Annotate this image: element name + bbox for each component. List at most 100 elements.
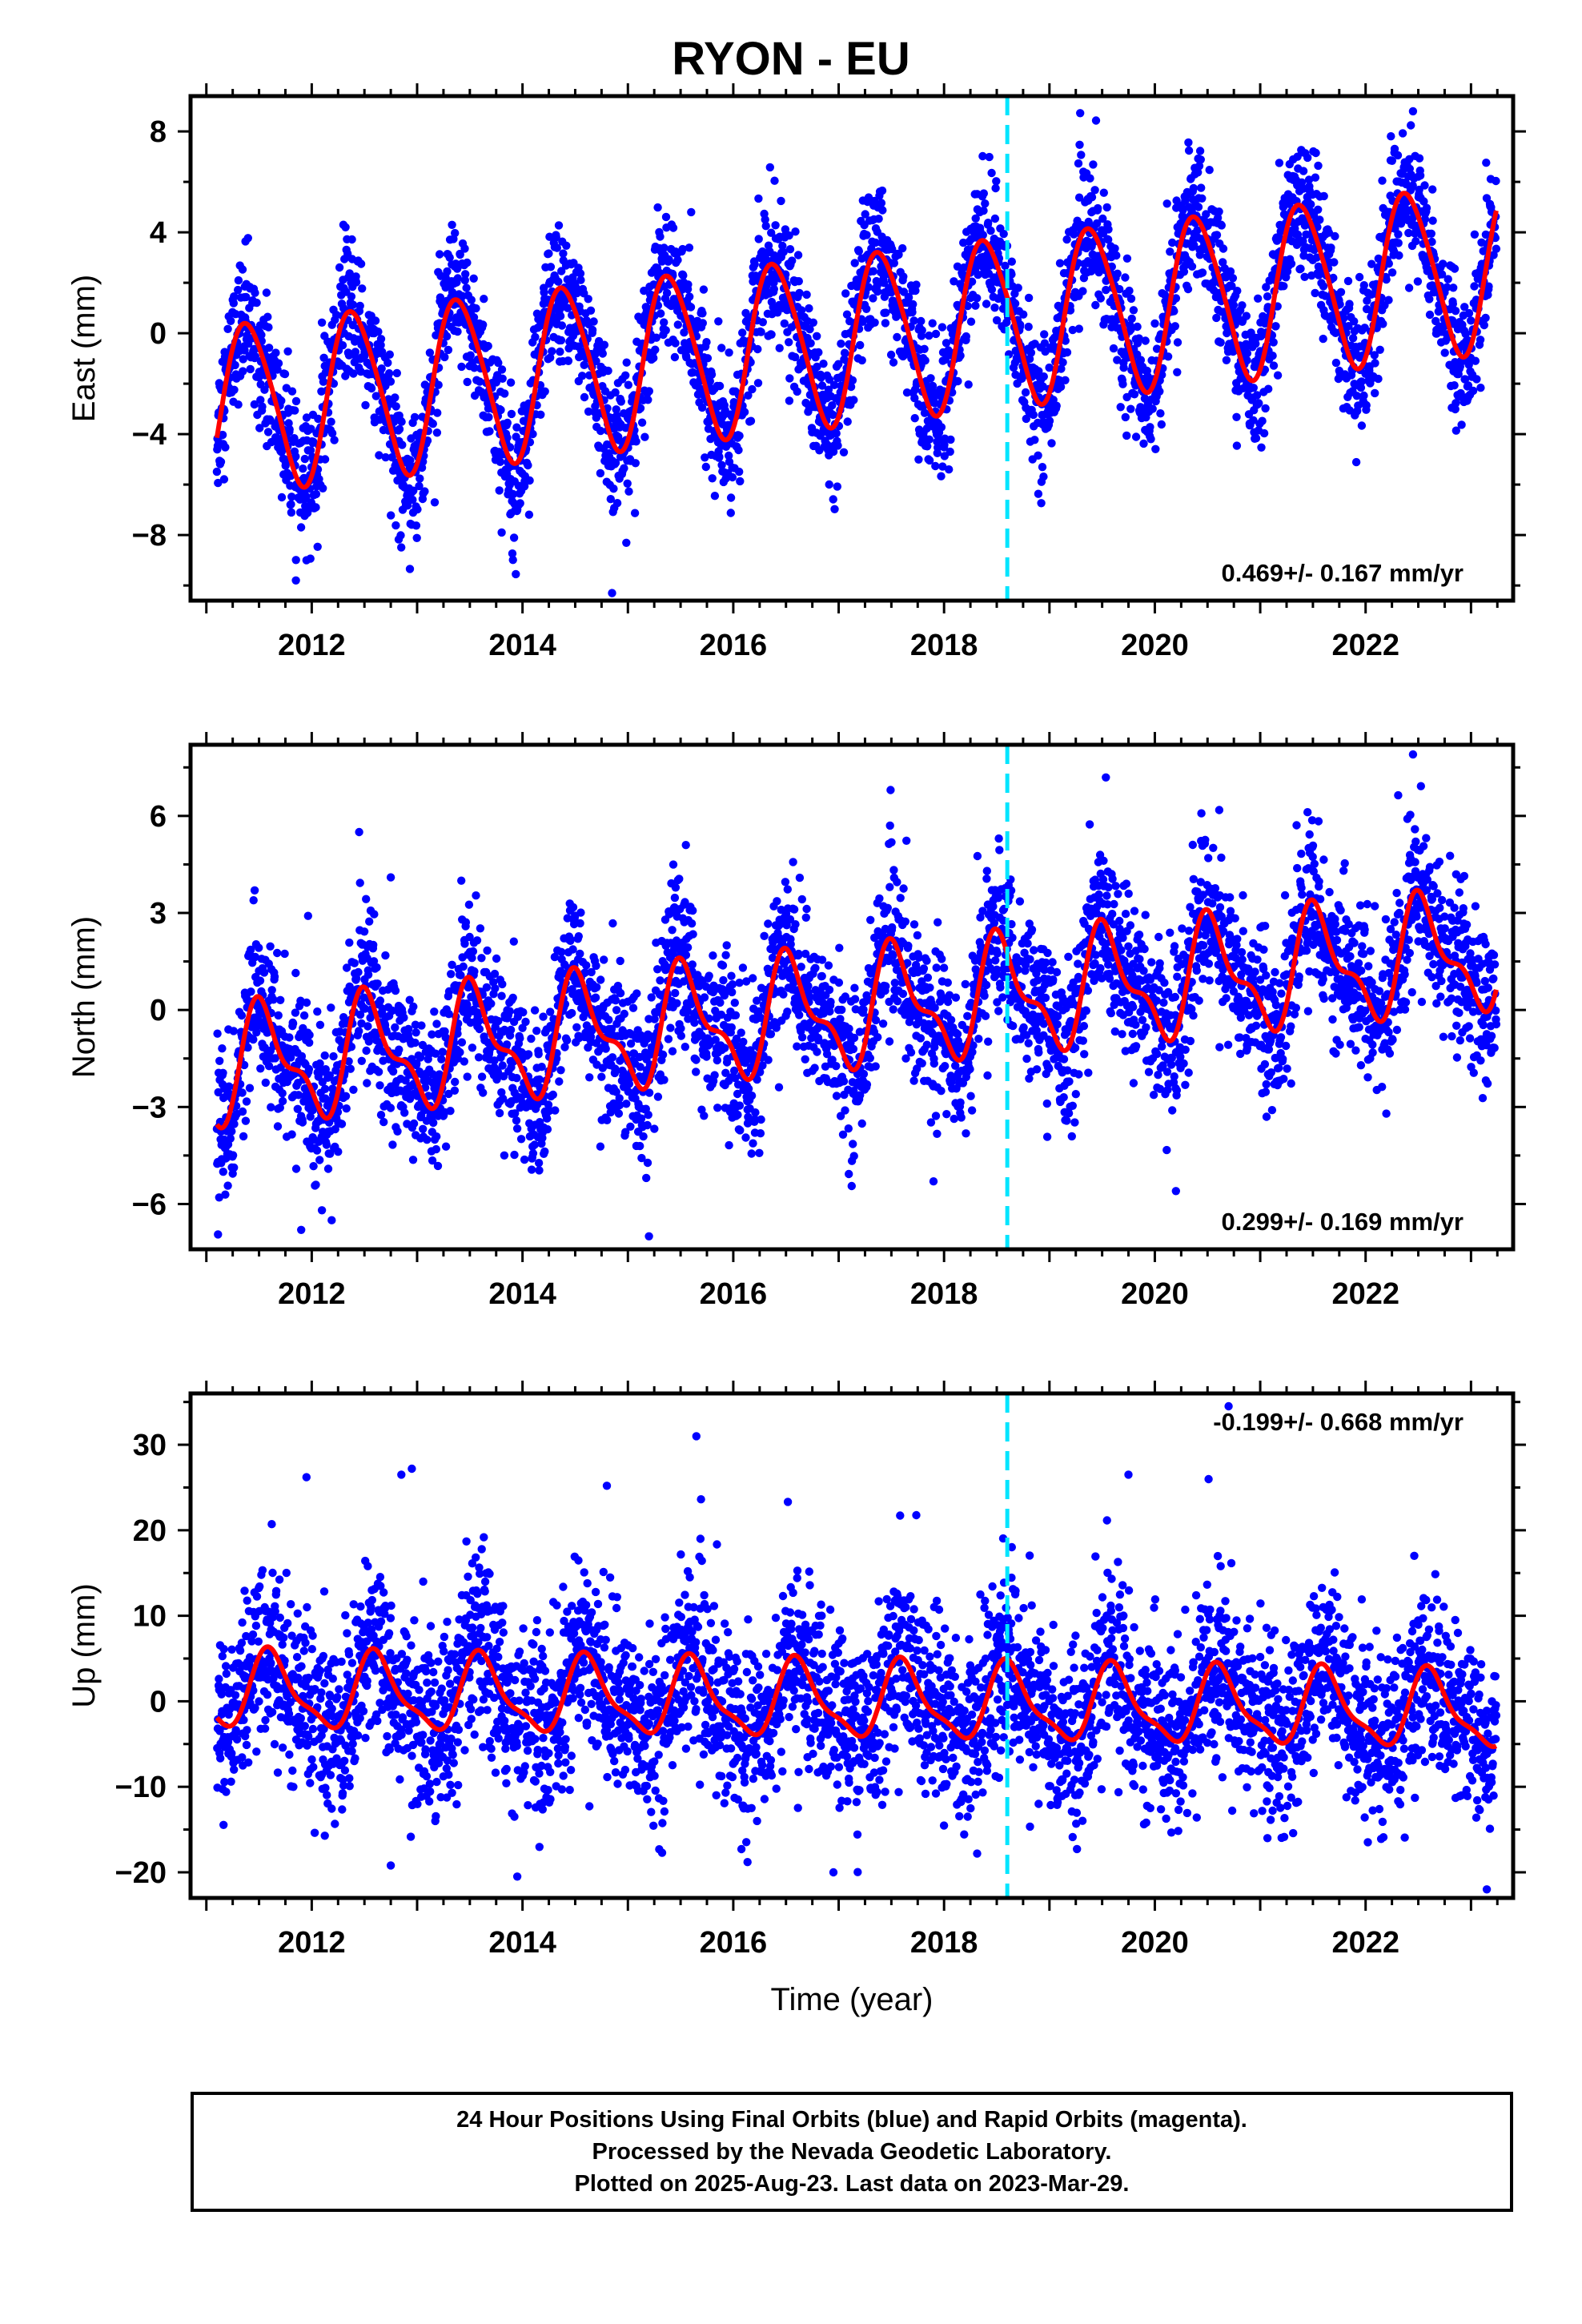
data-point — [287, 508, 296, 517]
data-point — [813, 362, 821, 372]
data-point — [1089, 160, 1098, 169]
data-point — [928, 319, 937, 328]
data-point — [463, 258, 472, 267]
data-point — [1470, 230, 1480, 239]
data-point — [580, 289, 588, 298]
data-point — [620, 464, 628, 472]
data-point — [497, 991, 506, 1000]
data-point — [825, 480, 833, 489]
data-point — [434, 380, 443, 389]
data-point — [1467, 316, 1476, 325]
data-point — [1217, 221, 1227, 230]
data-point — [656, 232, 665, 241]
data-point — [1378, 176, 1387, 185]
data-point — [512, 1116, 521, 1125]
data-point — [1451, 307, 1460, 316]
data-point — [397, 417, 406, 426]
data-point — [701, 453, 709, 462]
data-point — [1034, 451, 1042, 460]
data-point — [677, 346, 686, 355]
data-point — [662, 288, 672, 298]
data-point — [842, 310, 852, 319]
data-point — [251, 288, 259, 297]
data-point — [889, 358, 898, 367]
data-point — [302, 492, 311, 501]
data-point — [314, 414, 323, 424]
data-point — [508, 489, 518, 499]
data-point — [636, 404, 645, 412]
data-point — [363, 1079, 371, 1088]
data-point — [386, 1104, 396, 1112]
data-point — [623, 479, 632, 488]
data-point — [990, 214, 1000, 223]
data-point — [1062, 235, 1071, 244]
data-point — [946, 435, 955, 444]
data-point — [531, 332, 540, 342]
data-point — [385, 350, 394, 359]
data-point — [1076, 109, 1085, 118]
data-point — [388, 1067, 398, 1076]
data-point — [985, 152, 994, 162]
data-point — [785, 374, 794, 383]
data-point — [317, 1206, 327, 1215]
data-point — [1109, 344, 1118, 353]
data-point — [280, 949, 289, 959]
data-point — [524, 460, 532, 470]
data-point — [457, 362, 466, 372]
data-point — [557, 267, 566, 275]
data-point — [1307, 200, 1315, 209]
data-point — [710, 492, 720, 501]
data-point — [1045, 416, 1054, 425]
data-point — [1112, 251, 1121, 260]
data-point — [1427, 229, 1436, 238]
data-point — [914, 455, 923, 464]
data-point — [715, 452, 724, 461]
data-point — [1091, 116, 1101, 125]
data-point — [491, 984, 500, 993]
data-point — [467, 296, 476, 304]
data-point — [371, 316, 380, 325]
data-point — [660, 318, 669, 327]
data-point — [296, 523, 306, 532]
data-point — [299, 1011, 309, 1020]
data-point — [1428, 216, 1437, 225]
data-point — [304, 1064, 314, 1074]
data-point — [1314, 205, 1323, 214]
data-point — [355, 1027, 363, 1035]
data-point — [347, 235, 356, 244]
data-point — [962, 332, 971, 341]
data-point — [1330, 258, 1339, 267]
data-point — [313, 1007, 322, 1016]
data-point — [1359, 391, 1368, 400]
data-point — [463, 377, 472, 387]
data-point — [348, 300, 358, 309]
data-point — [829, 447, 838, 456]
data-point — [1261, 404, 1270, 413]
data-point — [1198, 194, 1207, 203]
data-point — [1121, 412, 1130, 422]
data-point-outlier — [291, 576, 300, 585]
data-point — [227, 1127, 236, 1136]
data-point — [1162, 199, 1171, 208]
data-point — [931, 461, 940, 471]
data-point — [981, 199, 990, 208]
data-point — [584, 407, 593, 416]
data-point — [1118, 380, 1127, 388]
data-point — [1273, 371, 1283, 380]
data-point — [1238, 301, 1247, 310]
data-point — [894, 250, 903, 259]
data-point — [391, 986, 400, 995]
data-point — [1449, 283, 1458, 292]
data-point — [1471, 356, 1480, 365]
data-point — [1196, 155, 1206, 164]
data-point — [671, 339, 680, 348]
data-point — [1300, 272, 1309, 281]
data-point — [813, 332, 821, 340]
data-point — [361, 400, 370, 410]
data-point — [291, 1164, 301, 1173]
data-point — [1091, 300, 1100, 310]
data-point — [241, 1116, 251, 1125]
data-point — [299, 464, 307, 473]
data-point — [794, 277, 803, 286]
data-point — [412, 521, 421, 530]
